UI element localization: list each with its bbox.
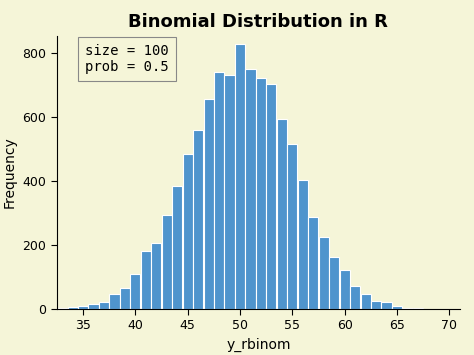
Bar (141, 251, 151, 309)
Bar (78, 306, 88, 309)
Bar (371, 301, 381, 309)
Bar (193, 130, 203, 309)
Bar (151, 243, 161, 309)
Bar (162, 215, 172, 309)
Bar (319, 236, 329, 309)
X-axis label: y_rbinom: y_rbinom (226, 338, 291, 352)
Bar (266, 84, 276, 309)
Bar (57, 307, 67, 309)
Bar (182, 154, 193, 309)
Bar (287, 143, 297, 309)
Bar (329, 257, 339, 309)
Bar (339, 270, 350, 309)
Bar (89, 304, 99, 309)
Bar (308, 217, 319, 309)
Y-axis label: Frequency: Frequency (3, 136, 17, 208)
Bar (214, 72, 224, 309)
Bar (203, 99, 214, 309)
Bar (298, 180, 308, 309)
Bar (99, 302, 109, 309)
Bar (350, 286, 360, 309)
Bar (130, 274, 140, 309)
Bar (382, 302, 392, 309)
Title: Binomial Distribution in R: Binomial Distribution in R (128, 13, 388, 31)
Bar (277, 119, 287, 309)
Bar (120, 288, 130, 309)
Bar (235, 44, 245, 309)
Bar (109, 294, 119, 309)
Bar (246, 69, 255, 309)
Bar (361, 294, 371, 309)
Text: size = 100
prob = 0.5: size = 100 prob = 0.5 (85, 44, 169, 74)
Bar (402, 308, 412, 309)
Bar (256, 78, 266, 309)
Bar (413, 308, 423, 309)
Bar (225, 75, 235, 309)
Bar (67, 307, 78, 309)
Bar (392, 306, 402, 309)
Bar (172, 186, 182, 309)
